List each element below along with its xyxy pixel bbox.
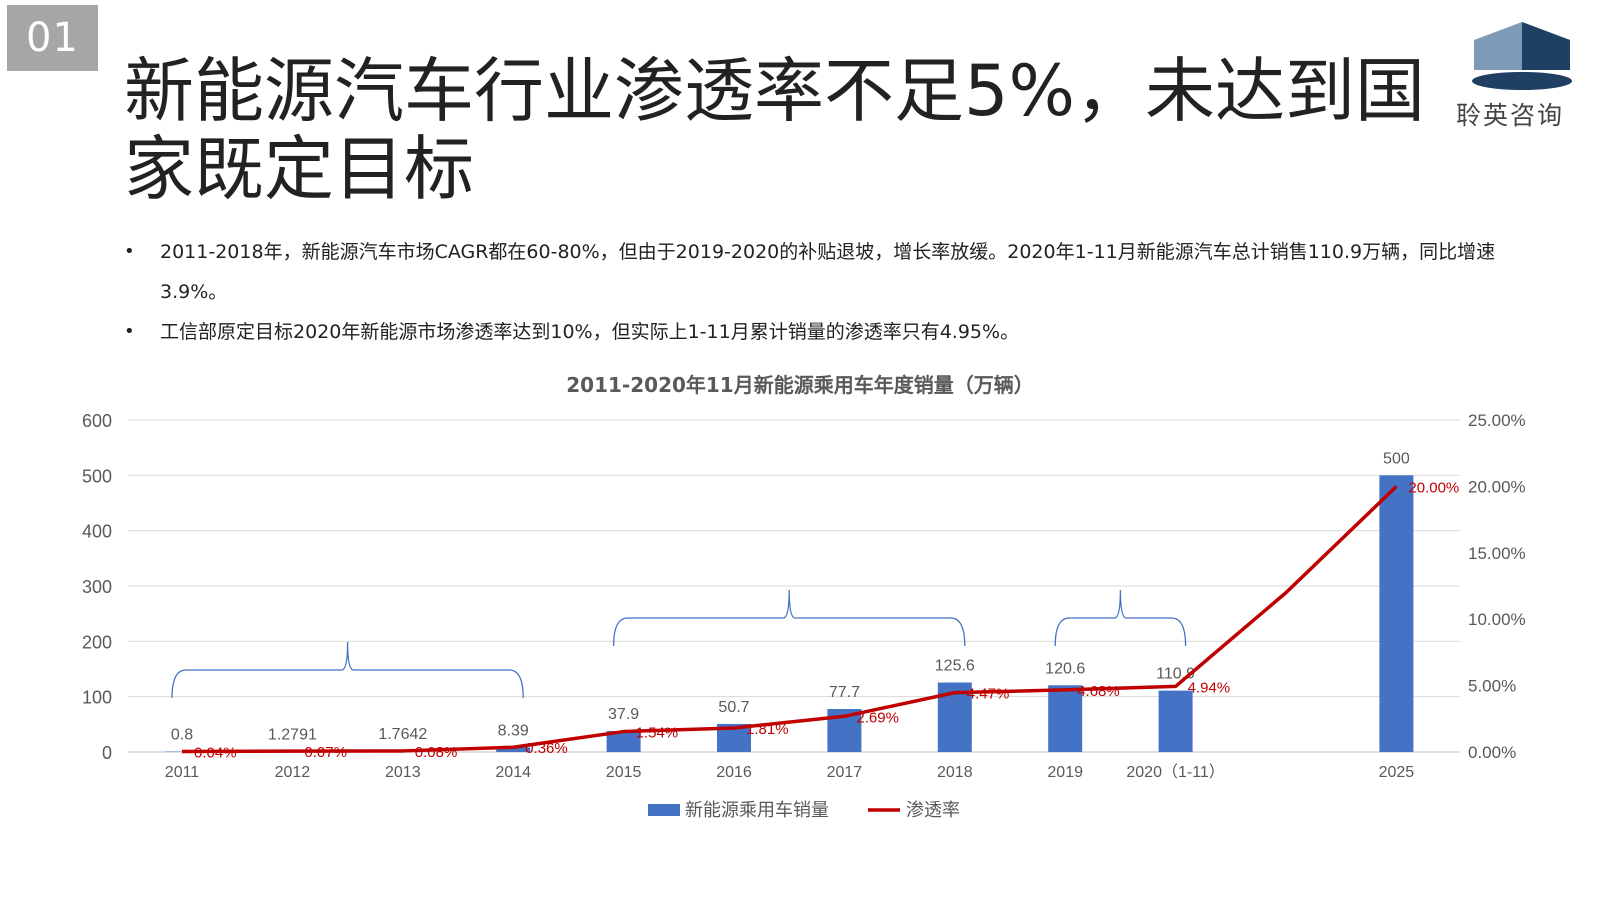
bullet-marker: • [124, 241, 135, 262]
bar-value-label: 77.7 [829, 684, 860, 701]
y-right-tick-label: 25.00% [1468, 411, 1526, 430]
bar-value-label: 8.39 [498, 722, 529, 739]
period-brace [1054, 589, 1187, 647]
y-left-tick-label: 500 [82, 466, 112, 486]
x-tick-label: 2013 [385, 764, 421, 781]
line-value-label: 0.07% [304, 744, 347, 761]
bar [606, 731, 641, 752]
x-tick-label: 2019 [1047, 764, 1083, 781]
chart-area: 2011-2020年11月新能源乘用车年度销量（万辆） 0 100 200 300 400… [0, 370, 1600, 860]
y-left-tick-label: 0 [102, 743, 112, 763]
bullet-list: • 2011-2018年，新能源汽车市场CAGR都在60-80%，但由于2019… [122, 232, 1522, 352]
bar-value-label: 120.6 [1045, 660, 1085, 677]
logo-roof-dark [1522, 22, 1570, 70]
page-title: 新能源汽车行业渗透率不足5%，未达到国家既定目标 [124, 50, 1426, 210]
bar [1048, 685, 1083, 752]
bullet-item: • 2011-2018年，新能源汽车市场CAGR都在60-80%，但由于2019… [122, 232, 1522, 312]
y-right-tick-label: 10.00% [1468, 610, 1526, 629]
line-value-label: 4.94% [1188, 679, 1231, 696]
bar-value-label: 125.6 [935, 658, 975, 675]
y-right-tick-label: 5.00% [1468, 677, 1516, 696]
bullet-marker: • [124, 321, 135, 342]
slide-number: 01 [7, 5, 98, 71]
x-tick-label: 2015 [606, 764, 642, 781]
penetration-line [181, 485, 1398, 754]
y-left-tick-label: 100 [82, 688, 112, 708]
bar-value-label: 50.7 [718, 699, 749, 716]
x-tick-label: 2016 [716, 764, 752, 781]
legend-swatch-bar [648, 804, 680, 816]
line-value-label: 2.69% [856, 709, 899, 726]
line-value-label: 0.36% [525, 740, 568, 757]
line-value-label: 4.68% [1077, 683, 1120, 700]
line-value-label: 4.47% [967, 686, 1010, 703]
logo [1472, 22, 1572, 90]
legend-label: 渗透率 [906, 800, 960, 821]
bar [1379, 475, 1414, 752]
x-tick-label: 2017 [827, 764, 863, 781]
y-right-tick-label: 15.00% [1468, 544, 1526, 563]
sales-chart: 2011-2020年11月新能源乘用车年度销量（万辆） 0 100 200 300 400… [82, 373, 1526, 821]
x-tick-label: 2011 [165, 764, 200, 781]
chart-title: 2011-2020年11月新能源乘用车年度销量（万辆） [566, 373, 1033, 397]
bullet-text: 工信部原定目标2020年新能源市场渗透率达到10%，但实际上1-11月累计销量的… [160, 321, 1020, 343]
bullet-item: • 工信部原定目标2020年新能源市场渗透率达到10%，但实际上1-11月累计销… [122, 312, 1522, 352]
line-value-label: 1.81% [746, 721, 789, 738]
y-left-tick-label: 600 [82, 411, 112, 431]
x-tick-label: 2014 [495, 764, 531, 781]
line-value-label: 1.54% [636, 725, 679, 742]
y-left-tick-label: 400 [82, 522, 112, 542]
bar-value-label: 0.8 [171, 727, 193, 744]
line-value-label: 20.00% [1408, 479, 1459, 496]
x-tick-label: 2018 [937, 764, 973, 781]
x-tick-label: 2020（1-11） [1126, 763, 1224, 781]
y-right-tick-label: 20.00% [1468, 477, 1526, 496]
x-tick-label: 2012 [275, 764, 311, 781]
bar-value-label: 37.9 [608, 706, 639, 723]
bar-value-label: 500 [1383, 450, 1410, 467]
bullet-text: 2011-2018年，新能源汽车市场CAGR都在60-80%，但由于2019-2… [160, 241, 1496, 303]
bar-value-label: 1.2791 [268, 726, 317, 743]
legend-label: 新能源乘用车销量 [685, 800, 829, 821]
y-left-tick-label: 300 [82, 577, 112, 597]
line-value-label: 0.04% [194, 744, 237, 761]
y-left-tick-label: 200 [82, 632, 112, 652]
x-tick-label: 2025 [1379, 764, 1415, 781]
line-value-label: 0.08% [415, 744, 458, 761]
period-brace [612, 589, 966, 647]
period-brace [171, 641, 524, 699]
logo-text: 聆英咨询 [1456, 101, 1565, 130]
bar-value-label: 1.7642 [378, 726, 427, 743]
bar [496, 747, 531, 752]
logo-base [1472, 72, 1572, 90]
bar [1158, 690, 1193, 752]
y-right-tick-label: 0.00% [1468, 743, 1516, 762]
